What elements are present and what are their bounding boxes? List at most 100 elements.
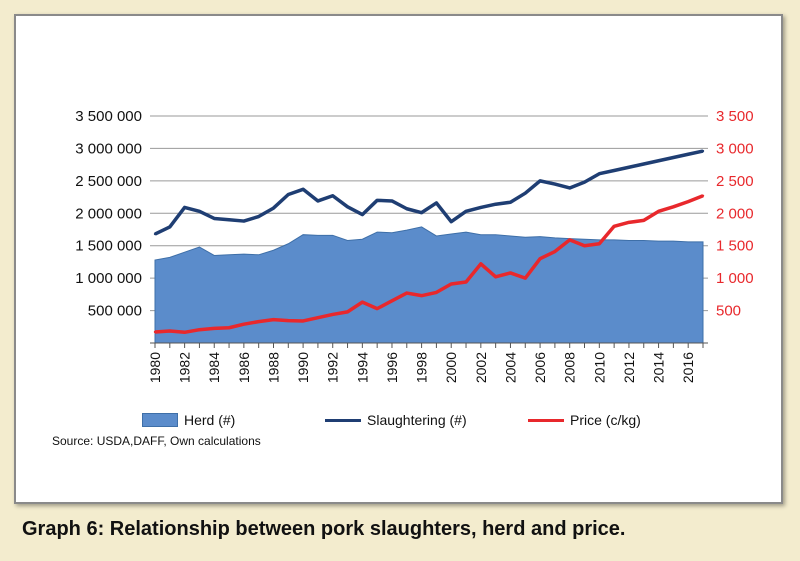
price-point xyxy=(213,327,216,330)
price-point xyxy=(553,250,557,253)
slaughtering-point xyxy=(257,215,260,218)
slaughtering-point xyxy=(509,201,512,204)
price-point xyxy=(538,257,542,260)
y-right-tick-label: 3 500 xyxy=(716,108,754,125)
x-tick-label: 1984 xyxy=(206,352,222,383)
herd-area xyxy=(154,226,704,344)
price-point xyxy=(627,221,631,224)
price-point xyxy=(287,319,290,322)
slaughtering-point xyxy=(346,205,349,208)
slaughtering-point xyxy=(287,193,290,196)
slaughtering-point xyxy=(420,211,423,214)
price-point xyxy=(494,275,497,279)
legend-herd-swatch xyxy=(142,413,178,427)
x-tick-label: 2016 xyxy=(680,352,696,383)
legend-price-label: Price (c/kg) xyxy=(570,412,641,428)
x-tick-label: 1992 xyxy=(325,352,341,383)
price-point xyxy=(657,210,660,213)
slaughtering-point xyxy=(242,219,246,223)
price-point xyxy=(568,238,571,242)
y-left-tick-label: 3 000 000 xyxy=(75,140,142,157)
slaughtering-point xyxy=(598,172,601,175)
price-point xyxy=(242,322,246,326)
slaughtering-point xyxy=(524,191,527,195)
price-point xyxy=(272,318,275,321)
price-point xyxy=(435,291,438,294)
y-right-tick-label: 1 000 xyxy=(716,270,754,287)
price-point xyxy=(331,313,334,316)
y-right-tick-label: 1 500 xyxy=(716,238,754,255)
price-point xyxy=(375,307,379,310)
slaughtering-point xyxy=(168,225,172,229)
price-point xyxy=(168,329,172,333)
slaughtering-point xyxy=(301,188,305,191)
price-point xyxy=(642,219,645,222)
slaughtering-point xyxy=(701,149,705,153)
y-left-tick-label: 1 500 000 xyxy=(75,238,142,255)
price-point xyxy=(316,316,320,319)
slaughtering-point xyxy=(213,217,216,220)
x-tick-label: 1986 xyxy=(236,352,252,383)
price-point xyxy=(583,244,586,247)
price-point xyxy=(390,299,394,303)
slaughtering-point xyxy=(672,156,675,159)
price-point xyxy=(464,280,468,284)
x-tick-label: 1980 xyxy=(147,352,163,383)
price-point xyxy=(346,310,349,314)
x-tick-label: 2012 xyxy=(621,352,637,383)
x-tick-label: 1996 xyxy=(384,352,400,383)
legend-herd-label: Herd (#) xyxy=(184,412,236,428)
legend-price-swatch xyxy=(528,418,564,422)
slaughtering-point xyxy=(657,159,660,162)
legend-herd: Herd (#) xyxy=(142,412,235,428)
slaughtering-point xyxy=(227,218,231,221)
price-point xyxy=(509,271,512,275)
slaughtering-point xyxy=(331,194,334,197)
x-tick-label: 2002 xyxy=(473,352,489,383)
y-right-tick-label: 500 xyxy=(716,303,741,320)
x-tick-label: 2010 xyxy=(591,352,607,383)
y-right-tick-label: 2 500 xyxy=(716,173,754,190)
price-point xyxy=(598,242,601,245)
x-tick-label: 1994 xyxy=(354,352,370,383)
slaughtering-point xyxy=(390,199,394,203)
y-left-tick-label: 500 000 xyxy=(88,303,142,320)
slaughtering-point xyxy=(686,153,690,156)
y-left-tick-label: 2 500 000 xyxy=(75,173,142,190)
slaughtering-line xyxy=(154,149,704,236)
x-tick-label: 2004 xyxy=(502,352,518,383)
slaughtering-point xyxy=(405,207,408,210)
price-point xyxy=(479,262,483,266)
price-point xyxy=(405,291,408,295)
slaughtering-point xyxy=(464,210,468,213)
price-point xyxy=(524,276,527,280)
price-point xyxy=(183,331,186,334)
slaughtering-point xyxy=(375,199,379,202)
price-point xyxy=(301,319,305,323)
slaughtering-point xyxy=(316,199,320,203)
price-point xyxy=(361,300,364,304)
slaughtering-point xyxy=(612,169,616,172)
price-point xyxy=(420,294,423,297)
figure-caption: Graph 6: Relationship between pork slaug… xyxy=(22,518,626,540)
x-tick-label: 1998 xyxy=(414,352,430,383)
y-left-tick-label: 3 500 000 xyxy=(75,108,142,125)
slaughtering-point xyxy=(450,220,453,223)
slaughtering-point xyxy=(583,180,586,184)
slaughtering-point xyxy=(479,206,483,209)
price-point xyxy=(450,282,453,286)
price-point xyxy=(198,328,201,331)
x-tick-label: 2014 xyxy=(651,352,667,383)
y-left-tick-label: 1 000 000 xyxy=(75,270,142,287)
legend-slaughtering-label: Slaughtering (#) xyxy=(367,412,467,428)
y-left-tick-label: 2 000 000 xyxy=(75,205,142,222)
slaughtering-point xyxy=(538,179,542,183)
slaughtering-point xyxy=(627,166,631,169)
y-right-tick-label: 3 000 xyxy=(716,140,754,157)
slaughtering-point xyxy=(183,206,186,209)
price-point xyxy=(227,326,231,329)
slaughtering-point xyxy=(642,162,645,166)
y-right-tick-label: 2 000 xyxy=(716,205,754,222)
price-point xyxy=(672,205,675,208)
price-line xyxy=(154,194,704,335)
